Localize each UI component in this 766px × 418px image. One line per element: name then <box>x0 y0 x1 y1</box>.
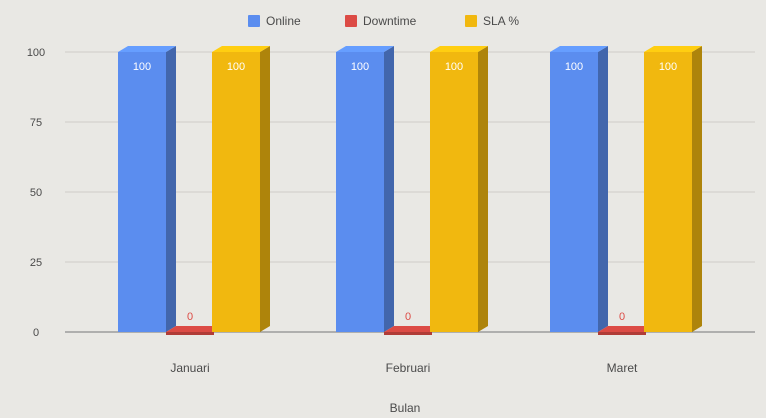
legend-item: SLA % <box>465 14 519 28</box>
bar-top <box>430 46 488 52</box>
data-label: 100 <box>133 61 151 73</box>
bar-front <box>430 52 478 332</box>
data-label: 0 <box>405 311 411 323</box>
bar-front <box>212 52 260 332</box>
bars <box>118 46 702 335</box>
data-label: 100 <box>227 61 245 73</box>
bar-top <box>212 46 270 52</box>
bar-side <box>598 46 608 332</box>
bar-top <box>118 46 176 52</box>
bar-face <box>384 326 442 332</box>
bar-top <box>336 46 394 52</box>
x-tick-label: Februari <box>386 361 431 375</box>
legend-item: Downtime <box>345 14 417 28</box>
x-tick-label: Maret <box>607 361 638 375</box>
bar-top <box>644 46 702 52</box>
bar-front <box>336 52 384 332</box>
bar-side <box>166 46 176 332</box>
bar-sla--maret <box>644 46 702 332</box>
legend-swatch <box>248 15 260 27</box>
y-tick-label: 75 <box>30 117 42 129</box>
bar-online-januari <box>118 46 176 332</box>
y-tick-label: 0 <box>33 327 39 339</box>
y-tick-label: 50 <box>30 187 42 199</box>
bar-edge <box>384 332 432 335</box>
bar-downtime-januari <box>166 326 224 335</box>
y-tick-label: 100 <box>27 47 45 59</box>
data-labels: 100 100 100 0 0 0 100 100 100 <box>133 61 677 323</box>
legend-item: Online <box>248 14 301 28</box>
bar-edge <box>598 332 646 335</box>
data-label: 100 <box>659 61 677 73</box>
bar-face <box>166 326 224 332</box>
bar-side <box>384 46 394 332</box>
data-label: 0 <box>187 311 193 323</box>
y-tick-label: 25 <box>30 257 42 269</box>
data-label: 100 <box>351 61 369 73</box>
bar-downtime-maret <box>598 326 656 335</box>
x-axis-ticks: Januari Februari Maret <box>170 361 638 375</box>
legend-label: SLA % <box>483 14 519 28</box>
legend: Online Downtime SLA % <box>248 14 519 28</box>
bar-online-maret <box>550 46 608 332</box>
legend-label: Downtime <box>363 14 417 28</box>
bar-sla--januari <box>212 46 270 332</box>
bar-downtime-februari <box>384 326 442 335</box>
bar-front <box>118 52 166 332</box>
bar-side <box>692 46 702 332</box>
x-axis-title: Bulan <box>390 401 421 415</box>
bar-front <box>550 52 598 332</box>
bar-side <box>260 46 270 332</box>
legend-swatch <box>465 15 477 27</box>
bar-online-februari <box>336 46 394 332</box>
data-label: 100 <box>445 61 463 73</box>
bar-edge <box>166 332 214 335</box>
legend-label: Online <box>266 14 301 28</box>
data-label: 100 <box>565 61 583 73</box>
bar-face <box>598 326 656 332</box>
bar-sla--februari <box>430 46 488 332</box>
bar-side <box>478 46 488 332</box>
bar-top <box>550 46 608 52</box>
data-label: 0 <box>619 311 625 323</box>
x-tick-label: Januari <box>170 361 209 375</box>
bar-front <box>644 52 692 332</box>
legend-swatch <box>345 15 357 27</box>
y-axis-ticks: 0 25 50 75 100 <box>27 47 45 339</box>
